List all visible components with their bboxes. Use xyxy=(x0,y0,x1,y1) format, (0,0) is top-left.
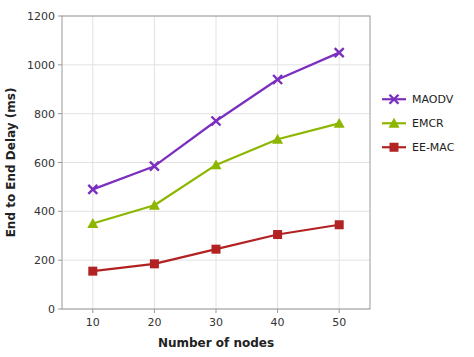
plot-area xyxy=(87,48,344,276)
legend-label: EE-MAC xyxy=(412,141,455,154)
tick-label-x: 50 xyxy=(332,316,346,329)
point xyxy=(211,159,222,169)
point xyxy=(212,245,221,254)
point xyxy=(88,267,97,276)
point xyxy=(335,48,344,57)
tick-y xyxy=(58,64,62,65)
point xyxy=(150,162,159,171)
point xyxy=(212,116,221,125)
tick-x xyxy=(277,309,278,313)
point xyxy=(87,218,98,228)
legend-marker xyxy=(390,143,399,152)
grid xyxy=(62,16,370,309)
legend-marker xyxy=(390,95,399,104)
tick-x xyxy=(339,309,340,313)
tick-y xyxy=(58,16,62,17)
tick-label-x: 20 xyxy=(147,316,161,329)
point xyxy=(273,75,282,84)
point xyxy=(88,185,97,194)
tick-x xyxy=(216,309,217,313)
tick-label-y: 1200 xyxy=(27,10,55,23)
point xyxy=(149,200,160,210)
point xyxy=(335,220,344,229)
tick-label-x: 30 xyxy=(209,316,223,329)
series xyxy=(88,220,343,275)
point xyxy=(334,118,345,128)
tick-y xyxy=(58,113,62,114)
tick-y xyxy=(58,211,62,212)
grid-line-x xyxy=(277,16,278,309)
series xyxy=(87,118,344,228)
legend-marker xyxy=(389,118,400,128)
point xyxy=(273,230,282,239)
tick-label-y: 400 xyxy=(34,205,55,218)
chart: 0 200 400 600 800 1000 1200 10 20 30 40 50 Number of… xyxy=(0,0,474,357)
series-line xyxy=(93,225,339,271)
grid-line-x xyxy=(92,16,93,309)
point xyxy=(150,259,159,268)
series-line xyxy=(93,123,339,223)
tick-label-y: 600 xyxy=(34,157,55,170)
legend: MAODV EMCR EE-MAC xyxy=(382,93,455,154)
tick-x xyxy=(154,309,155,313)
tick-x xyxy=(92,309,93,313)
tick-label-x: 10 xyxy=(86,316,100,329)
legend-label: EMCR xyxy=(412,117,444,130)
axes: 0 200 400 600 800 1000 1200 10 20 30 40 50 xyxy=(27,10,346,329)
grid-line-x xyxy=(339,16,340,309)
tick-label-y: 800 xyxy=(34,108,55,121)
tick-label-y: 1000 xyxy=(27,59,55,72)
tick-label-x: 40 xyxy=(271,316,285,329)
x-axis-label: Number of nodes xyxy=(158,336,274,350)
plot-frame xyxy=(62,16,370,309)
tick-y xyxy=(58,260,62,261)
point xyxy=(272,134,283,144)
tick-label-y: 0 xyxy=(48,303,55,316)
legend-label: MAODV xyxy=(412,93,454,106)
tick-y xyxy=(58,162,62,163)
series xyxy=(88,48,343,194)
tick-y xyxy=(58,309,62,310)
y-axis-label: End to End Delay (ms) xyxy=(4,88,18,238)
tick-label-y: 200 xyxy=(34,254,55,267)
series-line xyxy=(93,53,339,190)
